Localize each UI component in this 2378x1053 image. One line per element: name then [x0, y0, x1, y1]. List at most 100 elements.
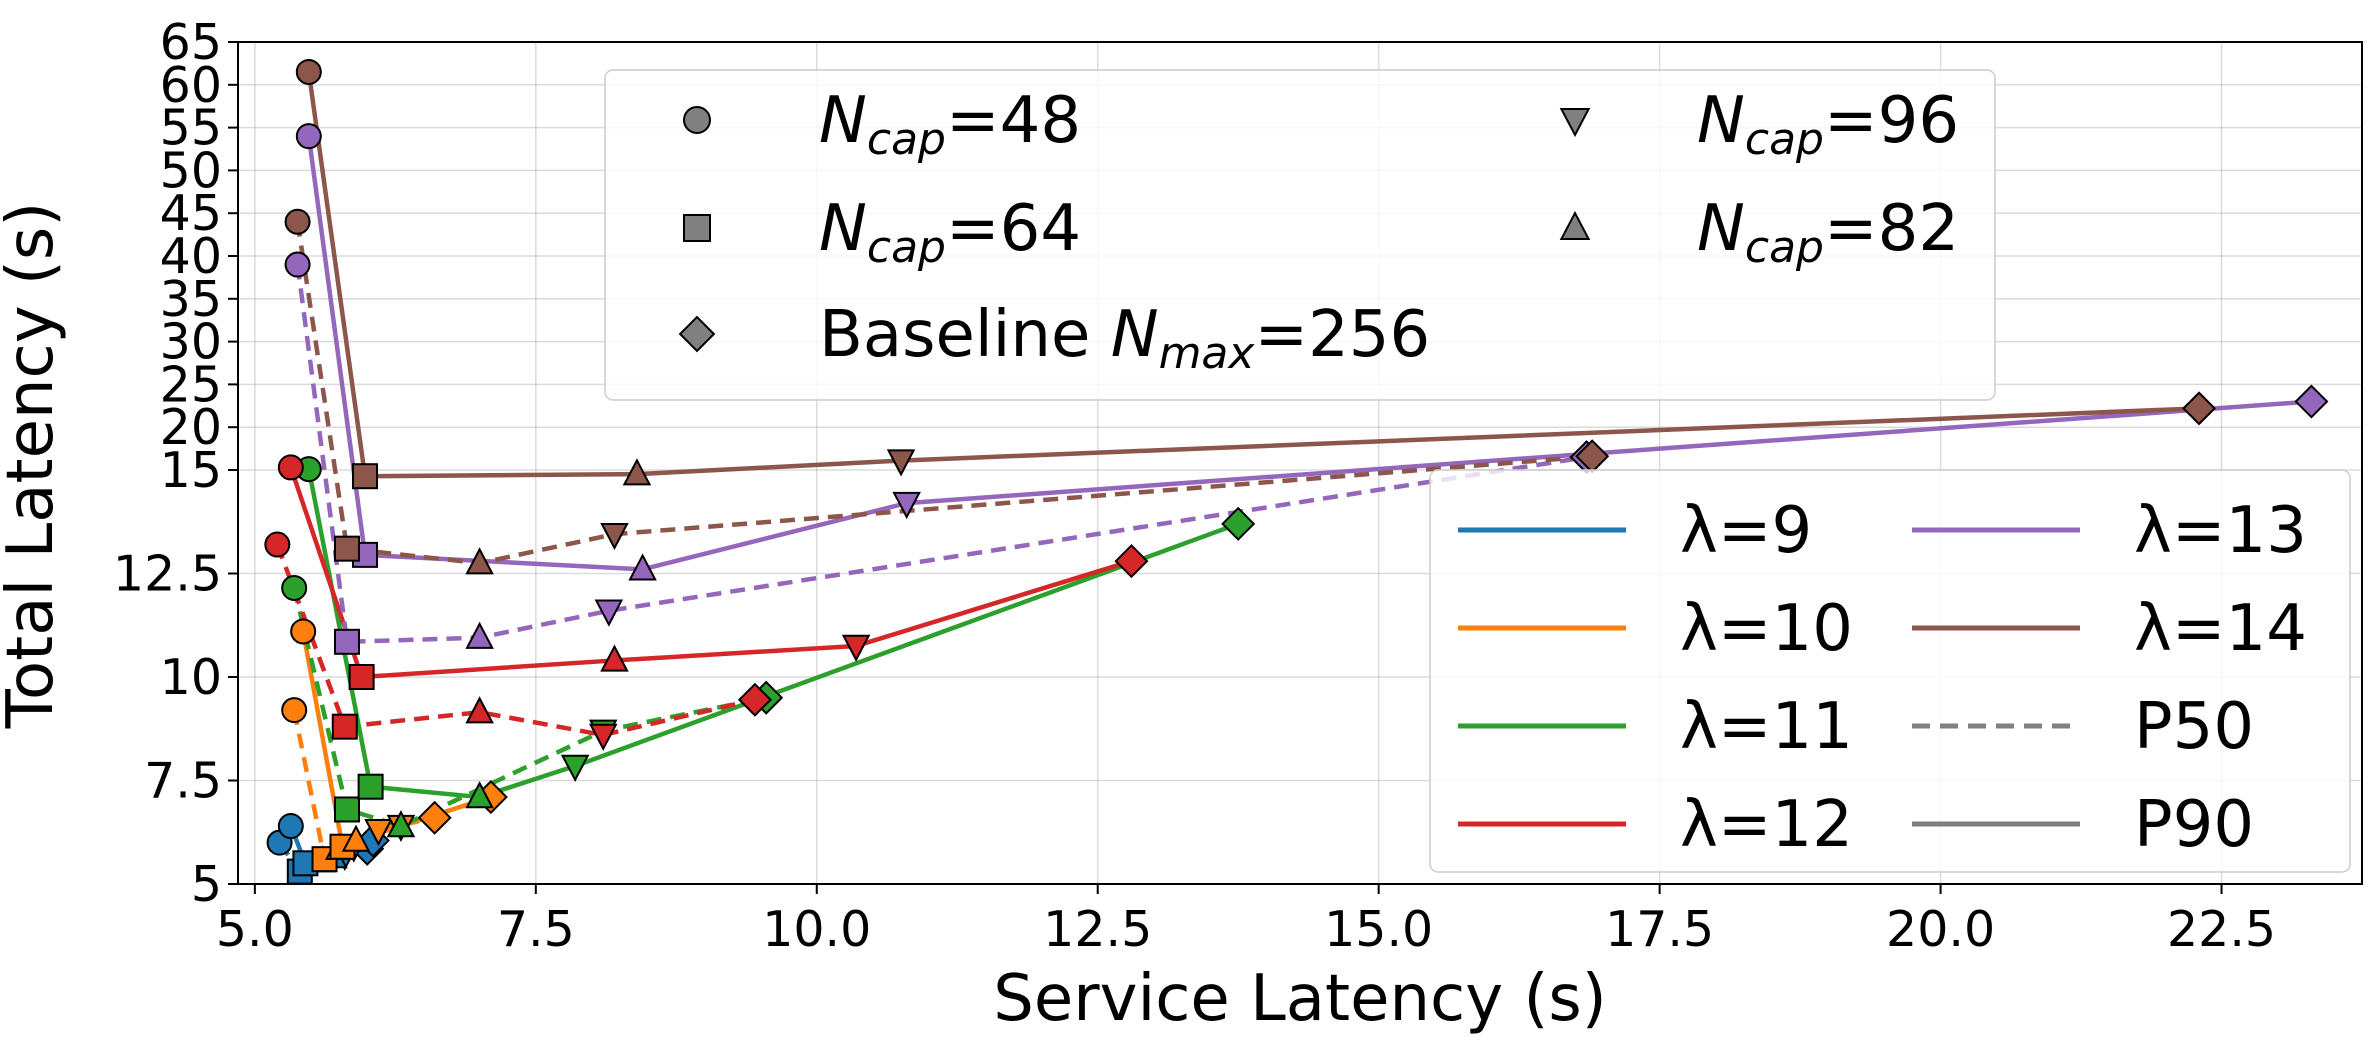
- y-tick-label: 45: [160, 185, 222, 242]
- data-point-lambda-14-p90: [622, 458, 652, 486]
- legend-marker-diamond: [678, 315, 716, 353]
- data-point-lambda-11-p50: [386, 810, 416, 838]
- legend-marker-triangle-down: [1559, 107, 1591, 138]
- data-point-lambda-12-p50: [588, 723, 618, 751]
- data-point-lambda-12-p90: [841, 634, 871, 662]
- legend-label-symbol: N: [1697, 84, 1745, 158]
- data-point-lambda-14-p90: [295, 58, 322, 85]
- marker-legend-label: Ncap=64: [819, 192, 1081, 273]
- data-point-lambda-12-p50: [331, 713, 358, 740]
- y-tick-label: 60: [160, 57, 222, 114]
- line-legend-label: λ=14: [2134, 592, 2307, 666]
- data-point-lambda-11-p90: [560, 754, 590, 782]
- x-axis-ticks: 5.0 7.5 10.0 12.5 15.0 17.5 20.0 22.5: [216, 884, 2276, 958]
- x-tick-label: 5.0: [216, 901, 294, 958]
- data-point-lambda-11-p90: [465, 781, 494, 809]
- data-point-lambda-12-p50: [264, 531, 291, 558]
- legend-label-subscript: max: [1159, 328, 1256, 379]
- legend-marker-circle: [683, 106, 711, 134]
- marker-legend-label: Ncap=82: [1697, 192, 1959, 273]
- legend-label-subscript: cap: [867, 222, 946, 273]
- y-tick-label: 65: [160, 14, 222, 71]
- y-tick-label: 10: [160, 649, 222, 706]
- y-tick-label: 20: [160, 399, 222, 456]
- data-point-lambda-10-p50: [281, 697, 308, 724]
- legend-marker-triangle-up: [1559, 210, 1591, 241]
- legend-label-subscript: cap: [867, 114, 946, 165]
- data-point-lambda-14-p50: [465, 547, 494, 575]
- marker-legend-box: [604, 69, 1996, 401]
- data-point-lambda-13-p90: [892, 491, 921, 520]
- data-point-lambda-13-p90: [295, 123, 322, 150]
- data-point-lambda-14-p50: [600, 522, 629, 551]
- data-point-lambda-13-p90: [2294, 384, 2329, 419]
- data-point-lambda-12-p90: [348, 664, 375, 690]
- y-tick-label: 35: [160, 271, 222, 328]
- legend-label-value: =256: [1254, 298, 1430, 372]
- data-point-lambda-14-p50: [334, 535, 361, 562]
- line-legend-label: λ=9: [1680, 494, 1812, 568]
- legend-label-symbol: N: [819, 84, 867, 158]
- y-tick-label: 40: [160, 228, 222, 285]
- data-point-lambda-13-p50: [594, 599, 624, 627]
- y-tick-label: 50: [160, 142, 222, 199]
- legend-label-prefix: Baseline: [819, 298, 1111, 372]
- data-point-lambda-12-p50: [465, 696, 494, 724]
- legend-label-value: =48: [946, 84, 1081, 158]
- marker-legend-label: Baseline Nmax=256: [819, 298, 1430, 379]
- line-legend-label: P90: [2134, 788, 2254, 862]
- legend-label-symbol: N: [819, 192, 867, 266]
- data-point-lambda-12-p50: [737, 682, 772, 717]
- y-tick-label: 30: [160, 314, 222, 371]
- line-legend-label: λ=12: [1680, 788, 1853, 862]
- line-legend: λ=9 λ=13 λ=10 λ=14 λ=11 P50 λ=12 P90: [1429, 469, 2351, 873]
- data-point-lambda-9-p90: [277, 813, 304, 840]
- line-legend-box: [1429, 469, 2351, 873]
- data-point-lambda-12-p90: [277, 454, 304, 481]
- data-point-lambda-13-p50: [465, 621, 494, 649]
- legend-label-symbol: N: [1697, 192, 1745, 266]
- data-point-lambda-12-p90: [1114, 544, 1149, 579]
- legend-label-value: =82: [1824, 192, 1959, 266]
- marker-legend-label: Ncap=48: [819, 84, 1081, 165]
- y-tick-label: 5: [191, 856, 222, 913]
- line-legend-label: λ=13: [2134, 494, 2307, 568]
- data-point-lambda-11-p50: [281, 574, 308, 601]
- y-tick-label: 15: [160, 442, 222, 499]
- y-tick-label: 25: [160, 356, 222, 413]
- legend-label-symbol: N: [1111, 298, 1159, 372]
- data-point-lambda-13-p50: [284, 251, 311, 278]
- y-tick-label: 12.5: [113, 546, 222, 603]
- legend-label-subscript: cap: [1745, 114, 1824, 165]
- data-point-lambda-13-p90: [628, 553, 657, 581]
- x-tick-label: 7.5: [497, 901, 575, 958]
- legend-label-subscript: cap: [1745, 222, 1824, 273]
- data-point-lambda-14-p90: [886, 449, 916, 477]
- line-legend-label: λ=11: [1680, 690, 1853, 764]
- x-tick-label: 22.5: [2167, 901, 2276, 958]
- data-point-lambda-11-p90: [357, 773, 384, 800]
- marker-legend-label: Ncap=96: [1697, 84, 1959, 165]
- data-point-lambda-14-p90: [351, 463, 378, 490]
- data-point-lambda-10-p50: [417, 800, 452, 835]
- y-tick-label: 55: [160, 100, 222, 157]
- data-point-lambda-10-p50: [364, 818, 393, 847]
- x-tick-label: 17.5: [1605, 901, 1714, 958]
- x-tick-label: 12.5: [1043, 901, 1152, 958]
- series-line-lambda-11-p50: [292, 587, 767, 829]
- data-point-lambda-11-p50: [334, 796, 361, 823]
- data-point-lambda-11-p90: [1221, 506, 1256, 541]
- y-axis-label: Total Latency (s): [0, 202, 68, 729]
- data-point-lambda-13-p50: [334, 628, 361, 655]
- series-markers: [264, 58, 2329, 885]
- line-legend-label: λ=10: [1680, 592, 1853, 666]
- data-point-lambda-14-p90: [2182, 391, 2217, 426]
- legend-label-value: =64: [946, 192, 1081, 266]
- series-line-lambda-12-p50: [275, 543, 756, 738]
- data-point-lambda-12-p90: [600, 644, 629, 672]
- x-axis-label: Service Latency (s): [993, 962, 1606, 1036]
- legend-marker-square: [683, 214, 711, 242]
- x-tick-label: 15.0: [1324, 901, 1433, 958]
